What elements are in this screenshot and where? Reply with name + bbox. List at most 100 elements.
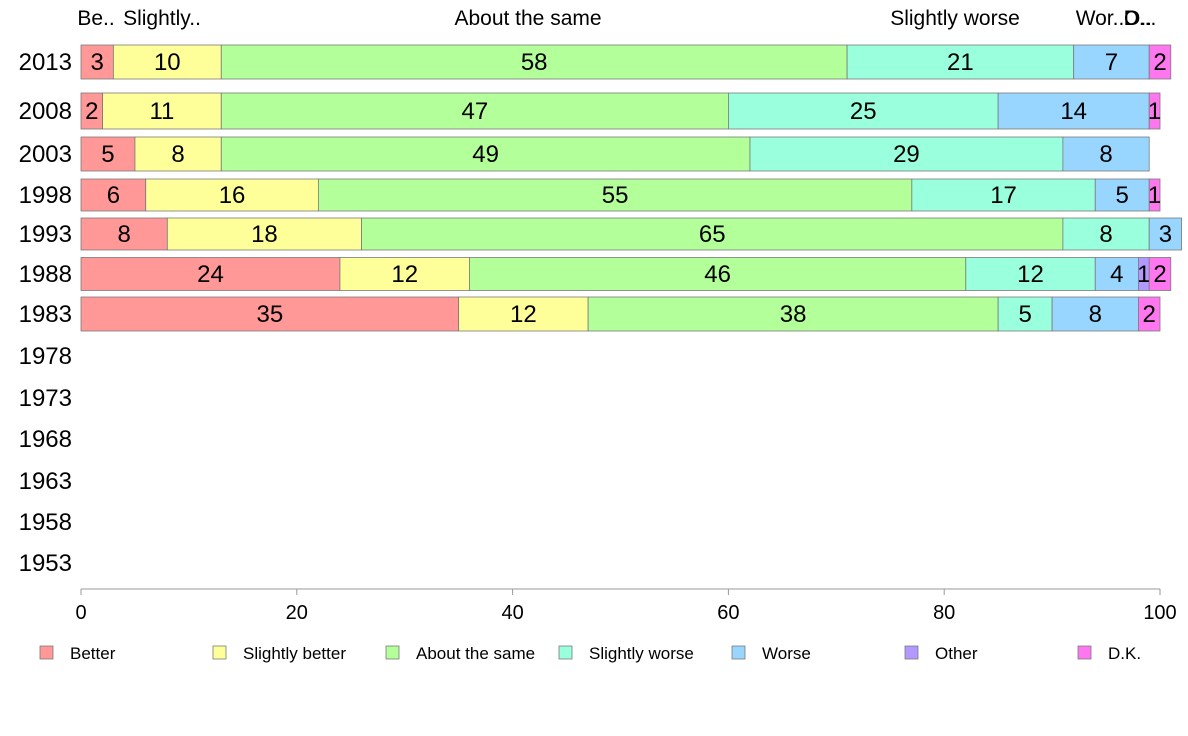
value-label-2013-0: 3 (91, 49, 104, 76)
value-label-1993-3: 8 (1099, 221, 1112, 248)
value-label-2008-3: 25 (850, 98, 877, 125)
year-label-1968: 1968 (19, 426, 72, 453)
bar-1983-6 (1138, 296, 1161, 332)
legend-label-1: Slightly better (243, 644, 346, 663)
value-label-1993-1: 18 (251, 221, 278, 248)
year-label-2013: 2013 (19, 49, 72, 76)
legend-swatch-6 (1077, 645, 1092, 660)
bar-1993-3 (1062, 217, 1150, 251)
value-label-1988-5: 1 (1137, 261, 1150, 288)
bar-1993-4 (1148, 217, 1182, 251)
legend-swatch-5 (904, 645, 919, 660)
bar-1998-4 (1094, 178, 1150, 212)
bar-1988-1 (339, 257, 470, 291)
value-label-2008-4: 14 (1060, 98, 1087, 125)
bar-2008-3 (728, 92, 999, 130)
value-label-1983-0: 35 (256, 301, 283, 328)
bars: 3 10 58 21 7 22 11 47 25 14 15 8 49 29 86 16 55 17 5 18 18 65… (80, 44, 1182, 332)
bar-1998-6 (1148, 178, 1161, 212)
bar-1988-6 (1148, 257, 1172, 291)
bar-2008-1 (102, 92, 222, 130)
top-label-0: Be.. (77, 7, 114, 30)
value-label-1993-0: 8 (117, 221, 130, 248)
value-label-1988-6: 2 (1153, 261, 1166, 288)
year-label-1978: 1978 (19, 343, 72, 370)
bar-1998-1 (145, 178, 319, 212)
value-label-1988-0: 24 (197, 261, 224, 288)
year-label-1983: 1983 (19, 301, 72, 328)
x-tick-label-40: 40 (501, 602, 523, 624)
year-label-1973: 1973 (19, 385, 72, 412)
year-label-1988: 1988 (19, 261, 72, 288)
x-tick-label-0: 0 (75, 602, 86, 624)
year-label-2008: 2008 (19, 98, 72, 125)
bar-2003-0 (80, 136, 136, 172)
top-label-1: Slightly.. (123, 7, 201, 30)
legend-label-5: Other (935, 644, 978, 663)
value-label-2003-3: 29 (893, 141, 920, 168)
legend: Better Slightly better About the same Sligh… (39, 644, 1141, 663)
legend-label-2: About the same (416, 644, 535, 663)
legend-label-0: Better (70, 644, 116, 663)
value-label-1998-4: 5 (1116, 182, 1129, 209)
x-tick-label-20: 20 (286, 602, 308, 624)
value-label-2008-0: 2 (85, 98, 98, 125)
bar-1983-4 (1051, 296, 1139, 332)
year-label-1998: 1998 (19, 182, 72, 209)
value-label-1983-1: 12 (510, 301, 537, 328)
bar-2013-4 (1073, 44, 1150, 80)
value-label-2013-6: 2 (1153, 49, 1166, 76)
value-label-1993-2: 65 (699, 221, 726, 248)
bar-1983-0 (80, 296, 460, 332)
value-label-2003-2: 49 (472, 141, 499, 168)
value-label-2003-0: 5 (101, 141, 114, 168)
value-label-1983-2: 38 (780, 301, 807, 328)
x-tick-label-100: 100 (1143, 602, 1176, 624)
year-labels: 2013 2008 2003 1998 1993 1988 1983 1978 1973 1968… (19, 49, 72, 577)
top-label-6: D... (1124, 7, 1157, 30)
bar-1998-3 (911, 178, 1096, 212)
legend-swatch-2 (385, 645, 400, 660)
value-label-1988-1: 12 (391, 261, 418, 288)
year-label-1993: 1993 (19, 221, 72, 248)
bar-1983-1 (458, 296, 589, 332)
value-label-1988-3: 12 (1017, 261, 1044, 288)
value-label-1988-2: 46 (704, 261, 731, 288)
top-label-4: Wor.. (1076, 7, 1125, 30)
value-label-2008-1: 11 (149, 98, 174, 125)
value-label-2013-2: 58 (521, 49, 548, 76)
legend-swatch-4 (731, 645, 746, 660)
year-label-1963: 1963 (19, 468, 72, 495)
value-label-1988-4: 4 (1110, 261, 1123, 288)
value-label-2003-4: 8 (1099, 141, 1112, 168)
bar-1988-0 (80, 257, 341, 291)
bar-1988-4 (1094, 257, 1139, 291)
value-label-1998-3: 17 (990, 182, 1017, 209)
value-label-2003-1: 8 (171, 141, 184, 168)
bar-1993-0 (80, 217, 168, 251)
top-label-5: O.. (1124, 7, 1152, 30)
value-label-1998-6: 1 (1148, 182, 1161, 209)
year-label-1958: 1958 (19, 509, 72, 536)
bar-2013-1 (112, 44, 222, 80)
x-axis: 0 20 40 60 80 100 (75, 588, 1177, 624)
value-label-1993-4: 3 (1159, 221, 1172, 248)
year-label-1953: 1953 (19, 550, 72, 577)
bar-1988-2 (469, 257, 967, 291)
value-label-1998-2: 55 (602, 182, 629, 209)
bar-2013-6 (1148, 44, 1172, 80)
bar-1983-2 (587, 296, 999, 332)
x-tick-label-80: 80 (933, 602, 955, 624)
top-label-2: About the same (454, 7, 601, 30)
bar-2003-2 (220, 136, 751, 172)
bar-1983-3 (997, 296, 1053, 332)
value-label-1998-0: 6 (107, 182, 120, 209)
bar-1993-1 (166, 217, 362, 251)
top-category-labels: Be.. Slightly.. About the same Slightly wor… (77, 7, 1156, 30)
value-label-2013-1: 10 (154, 49, 181, 76)
legend-label-4: Worse (762, 644, 811, 663)
x-tick-label-60: 60 (717, 602, 739, 624)
bar-2003-4 (1062, 136, 1150, 172)
value-label-1983-6: 2 (1143, 301, 1156, 328)
value-label-2008-2: 47 (461, 98, 488, 125)
